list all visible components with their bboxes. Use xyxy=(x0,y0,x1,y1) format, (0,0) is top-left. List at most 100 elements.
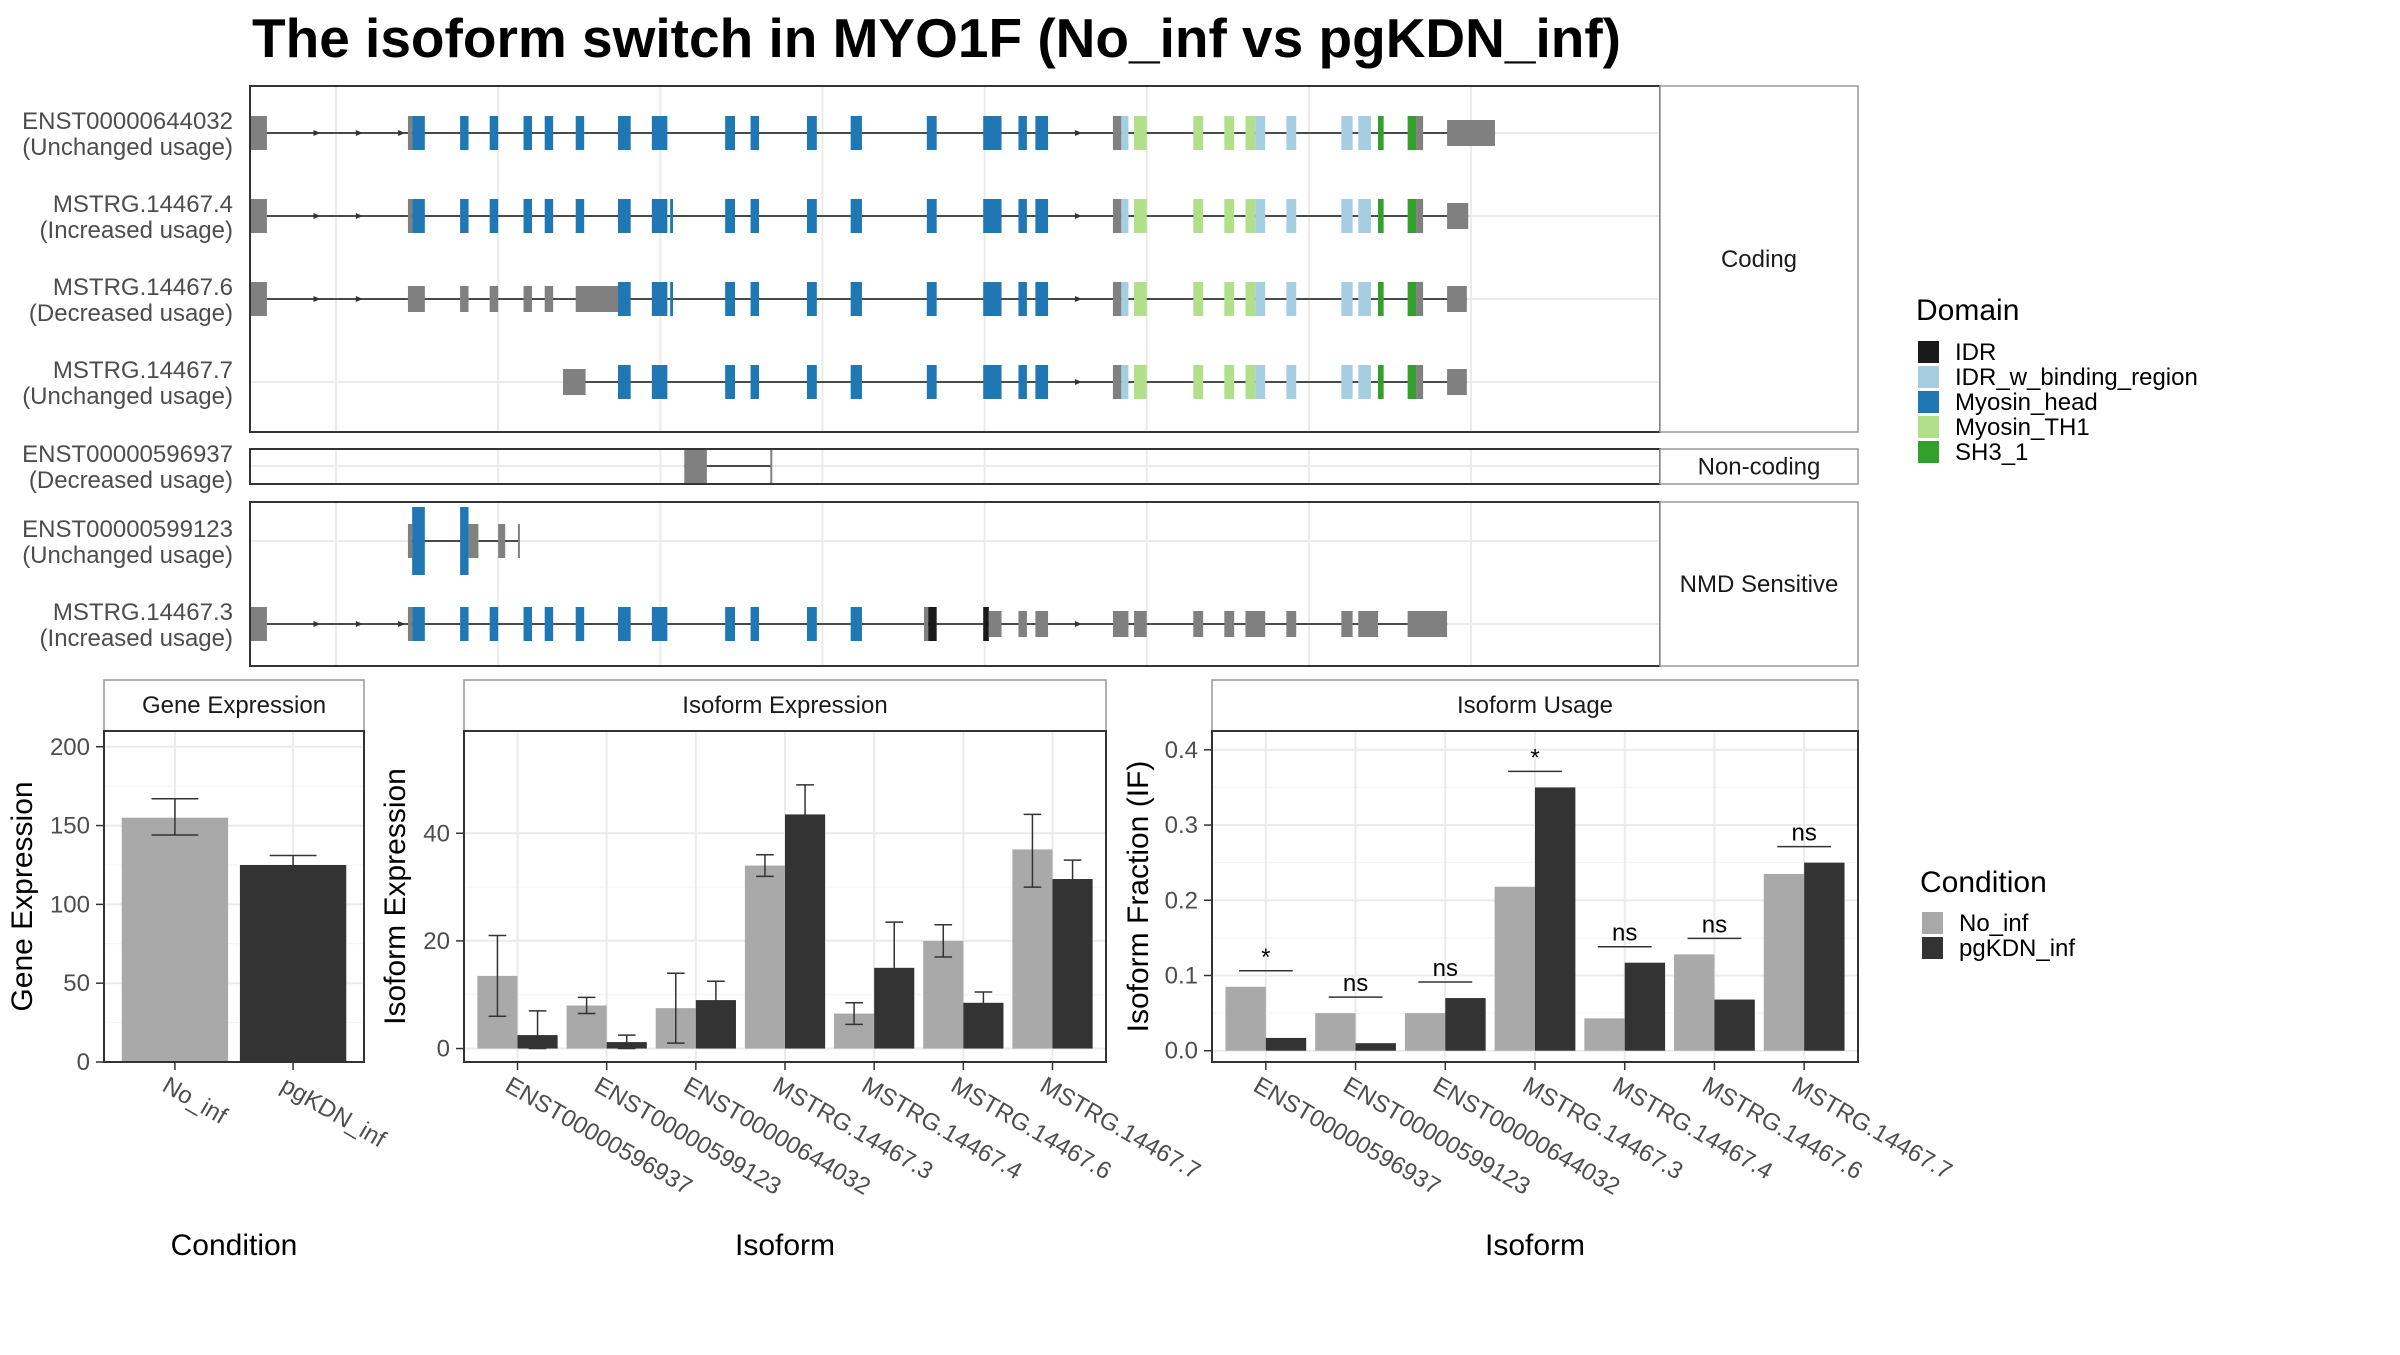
chart-title: Isoform Expression xyxy=(682,692,887,719)
exon xyxy=(460,286,469,312)
exon xyxy=(850,282,862,316)
direction-arrow xyxy=(1074,296,1082,302)
bar xyxy=(1265,1037,1307,1051)
chart-title: Gene Expression xyxy=(142,692,326,719)
exon xyxy=(1245,282,1256,316)
exon xyxy=(1378,116,1384,150)
exon xyxy=(1286,365,1297,399)
group-strip xyxy=(1659,448,1859,485)
exon xyxy=(1416,365,1424,399)
exon xyxy=(1378,282,1384,316)
condition-legend-label: pgKDN_inf xyxy=(1959,935,2075,962)
exon xyxy=(544,607,554,641)
exon xyxy=(250,607,267,641)
y-axis-title: Isoform Expression xyxy=(379,768,412,1025)
condition-legend-swatch xyxy=(1922,912,1943,934)
bar xyxy=(923,940,964,1049)
bar xyxy=(1674,954,1715,1051)
exon xyxy=(1447,286,1467,312)
bar xyxy=(785,814,826,1049)
exon xyxy=(983,607,989,641)
exon xyxy=(1224,611,1235,637)
direction-arrow xyxy=(1074,379,1082,385)
exon xyxy=(489,116,499,150)
transcript-usage-label: (Unchanged usage) xyxy=(22,542,233,569)
transcript-id-label: MSTRG.14467.6 xyxy=(53,274,233,301)
exon xyxy=(750,282,760,316)
exon xyxy=(806,282,817,316)
exon xyxy=(670,199,673,233)
x-tick-label: MSTRG.14467.7 xyxy=(1787,1072,1956,1185)
exon xyxy=(850,199,862,233)
exon xyxy=(575,607,585,641)
exon xyxy=(1407,611,1448,637)
exon xyxy=(651,365,668,399)
figure-title: The isoform switch in MYO1F (No_inf vs p… xyxy=(252,7,1621,69)
exon xyxy=(1341,282,1353,316)
direction-arrow xyxy=(355,621,363,627)
direction-arrow xyxy=(1074,130,1082,136)
exon xyxy=(1193,282,1204,316)
direction-arrow xyxy=(355,130,363,136)
exon xyxy=(1121,282,1129,316)
transcript-usage-label: (Decreased usage) xyxy=(29,300,233,327)
exon xyxy=(523,286,532,312)
y-axis-title: Isoform Fraction (IF) xyxy=(1122,761,1155,1033)
condition-legend-label: No_inf xyxy=(1959,910,2029,937)
exon xyxy=(1112,282,1122,316)
exon xyxy=(412,116,425,150)
exon xyxy=(498,524,506,558)
transcript-usage-label: (Unchanged usage) xyxy=(22,134,233,161)
exon xyxy=(460,199,469,233)
exon xyxy=(1193,611,1204,637)
transcript-track xyxy=(250,607,1448,641)
x-axis-title: Isoform xyxy=(1485,1229,1585,1262)
transcript-id-label: ENST00000644032 xyxy=(22,108,233,135)
transcript-id-label: MSTRG.14467.4 xyxy=(53,191,233,218)
exon xyxy=(1286,282,1297,316)
significance-label: ns xyxy=(1433,955,1458,982)
exon xyxy=(1245,116,1256,150)
domain-legend-label: IDR xyxy=(1955,339,1996,366)
exon xyxy=(1018,199,1027,233)
exon xyxy=(651,116,668,150)
group-strip xyxy=(1659,501,1859,667)
exon xyxy=(850,607,862,641)
exon xyxy=(460,507,469,575)
chart-title: Isoform Usage xyxy=(1457,692,1613,719)
structure-panel-bg xyxy=(250,502,1660,666)
exon xyxy=(725,365,736,399)
domain-legend-swatch xyxy=(1918,341,1939,363)
exon xyxy=(489,286,499,312)
y-tick-label: 0.4 xyxy=(1165,737,1198,764)
domain-legend-title: Domain xyxy=(1916,294,2019,327)
x-tick-label: MSTRG.14467.4 xyxy=(857,1072,1026,1185)
exon xyxy=(460,607,469,641)
exon xyxy=(1286,116,1297,150)
exon xyxy=(750,607,760,641)
group-strip-label: Non-coding xyxy=(1698,454,1821,481)
significance-label: ns xyxy=(1791,820,1816,847)
bar xyxy=(1535,787,1576,1051)
transcript-id-label: MSTRG.14467.7 xyxy=(53,357,233,384)
transcript-usage-label: (Increased usage) xyxy=(40,625,233,652)
x-tick-label: No_inf xyxy=(158,1072,232,1130)
exon xyxy=(1286,611,1297,637)
y-axis-title: Gene Expression xyxy=(6,781,39,1011)
exon xyxy=(1224,116,1235,150)
direction-arrow xyxy=(313,130,321,136)
exon xyxy=(806,116,817,150)
direction-arrow xyxy=(398,130,406,136)
significance-label: * xyxy=(1530,744,1539,771)
exon xyxy=(1035,365,1049,399)
transcript-usage-label: (Increased usage) xyxy=(40,217,233,244)
exon xyxy=(618,116,631,150)
chart-strip xyxy=(103,679,365,732)
exon xyxy=(250,282,267,316)
exon xyxy=(750,199,760,233)
exon xyxy=(1112,116,1122,150)
significance-label: * xyxy=(1261,944,1270,971)
exon xyxy=(618,607,631,641)
exon xyxy=(1255,199,1266,233)
